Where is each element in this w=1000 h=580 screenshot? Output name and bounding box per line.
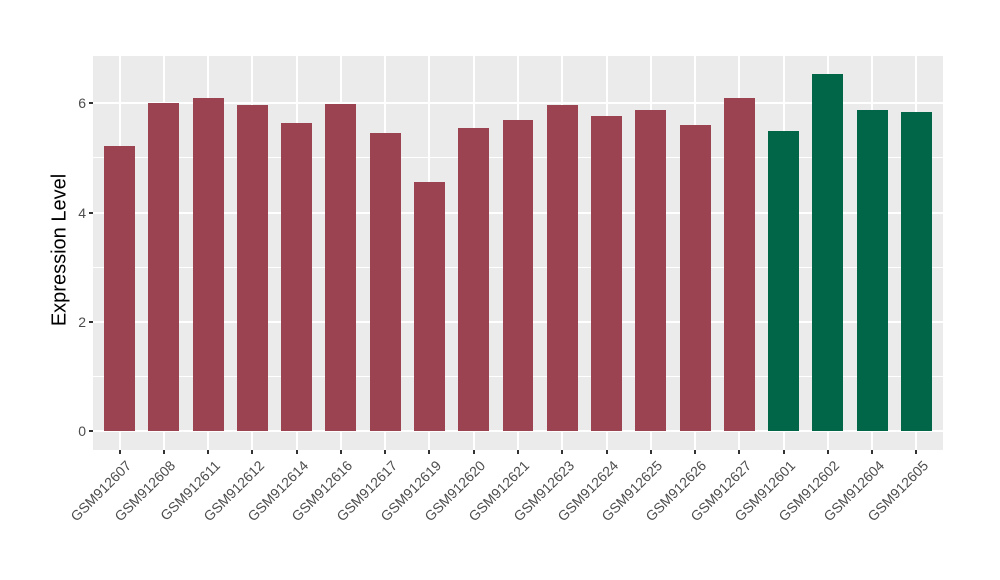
bar-GSM912626 <box>679 125 711 432</box>
bar-GSM912611 <box>192 98 224 432</box>
x-tick-mark <box>738 450 741 454</box>
bar-GSM912608 <box>148 103 180 432</box>
bar-GSM912614 <box>281 123 313 432</box>
y-tick-label: 2 <box>78 313 86 330</box>
bar-GSM912601 <box>768 130 800 432</box>
y-tick-label: 4 <box>78 204 86 221</box>
x-tick-mark <box>295 450 298 454</box>
bar-GSM912625 <box>635 110 667 432</box>
x-tick-mark <box>428 450 431 454</box>
x-tick-mark <box>517 450 519 454</box>
bar-GSM912605 <box>900 112 932 432</box>
x-tick-mark <box>826 450 829 454</box>
y-tick-label: 0 <box>78 423 86 440</box>
bar-GSM912624 <box>591 116 623 432</box>
bar-GSM912607 <box>104 146 136 432</box>
x-tick-mark <box>162 450 165 454</box>
y-tick-mark <box>89 102 93 105</box>
bar-GSM912620 <box>458 127 490 432</box>
x-tick-mark <box>251 450 254 454</box>
x-tick-mark <box>384 450 387 454</box>
x-tick-mark <box>605 450 608 454</box>
x-tick-mark <box>649 450 652 454</box>
x-tick-mark <box>472 450 475 454</box>
x-tick-mark <box>871 450 874 454</box>
x-tick-mark <box>561 450 564 454</box>
x-tick-mark <box>694 450 697 454</box>
y-tick-mark <box>89 430 93 433</box>
x-tick-mark <box>207 450 210 454</box>
y-axis-title: Expression Level <box>48 173 71 327</box>
bar-GSM912604 <box>856 109 888 432</box>
x-tick-mark <box>339 450 342 454</box>
bar-GSM912602 <box>812 74 844 432</box>
x-tick-mark <box>118 450 121 454</box>
x-tick-mark <box>782 450 785 454</box>
bar-GSM912617 <box>369 133 401 432</box>
y-tick-mark <box>89 211 93 214</box>
plot-panel <box>93 56 943 450</box>
x-tick-mark <box>915 450 918 454</box>
bar-GSM912627 <box>723 97 755 432</box>
y-tick-label: 6 <box>78 95 86 112</box>
y-tick-mark <box>89 320 93 323</box>
bar-GSM912619 <box>413 181 445 432</box>
bar-GSM912612 <box>236 104 268 432</box>
bar-GSM912621 <box>502 120 534 432</box>
bar-GSM912623 <box>546 105 578 432</box>
bar-GSM912616 <box>325 104 357 432</box>
